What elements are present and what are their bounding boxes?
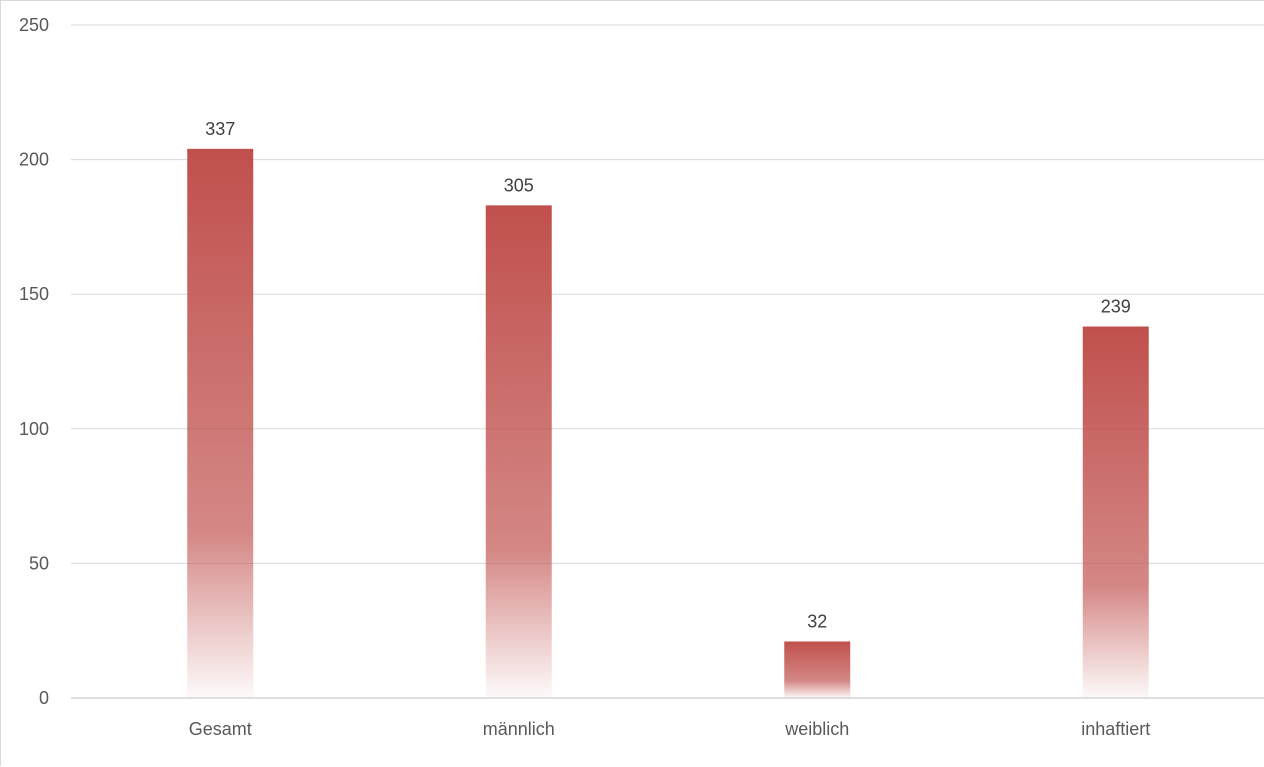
data-label: 32: [807, 611, 827, 631]
data-label: 337: [205, 119, 235, 139]
bar-2: [485, 205, 552, 698]
data-labels: 337 305 32 239: [205, 119, 1131, 632]
x-axis-categories: Gesamt männlich weiblich inhaftiert: [189, 719, 1151, 739]
data-label: 305: [504, 175, 534, 195]
y-tick-label: 200: [19, 150, 49, 170]
bar-1: [187, 148, 254, 698]
bars: [187, 148, 1149, 698]
y-tick-label: 100: [19, 419, 49, 439]
y-tick-label: 0: [39, 688, 49, 708]
x-category-label: Gesamt: [189, 719, 252, 739]
x-category-label: weiblich: [784, 719, 849, 739]
y-tick-label: 150: [19, 284, 49, 304]
x-category-label: männlich: [483, 719, 555, 739]
y-tick-label: 250: [19, 15, 49, 35]
bar-3: [784, 641, 851, 698]
x-category-label: inhaftiert: [1081, 719, 1150, 739]
bar-4: [1082, 326, 1149, 698]
gridlines: [71, 24, 1264, 699]
data-label: 239: [1101, 297, 1131, 317]
y-tick-label: 50: [29, 553, 49, 573]
y-axis-ticks: 0 50 100 150 200 250: [19, 15, 49, 708]
